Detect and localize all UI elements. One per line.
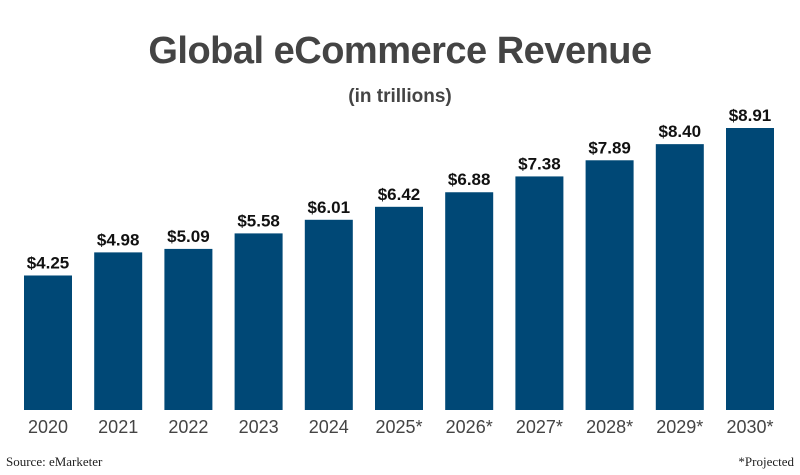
- bar-2025*: [375, 206, 423, 410]
- chart-subtitle: (in trillions): [348, 86, 452, 107]
- projected-note: *Projected: [738, 454, 794, 469]
- data-label: $7.89: [588, 138, 631, 157]
- bar-2029*: [655, 144, 704, 410]
- data-label: $8.91: [729, 106, 772, 125]
- bar-2026*: [445, 192, 494, 410]
- bar-2030*: [726, 128, 774, 410]
- bar-2023: [234, 233, 283, 410]
- data-label: $7.38: [518, 154, 561, 173]
- data-label: $4.25: [27, 253, 70, 272]
- data-label: $5.09: [167, 227, 210, 246]
- data-label: $6.88: [448, 170, 491, 189]
- x-tick-label: 2030*: [726, 417, 773, 437]
- x-tick-label: 2023: [239, 417, 279, 437]
- data-label: $6.42: [378, 185, 421, 204]
- chart-title: Global eCommerce Revenue: [148, 30, 652, 72]
- bar-2022: [164, 248, 213, 410]
- x-tick-label: 2028*: [586, 417, 633, 437]
- bar-2020: [24, 275, 72, 410]
- bar-2027*: [515, 176, 564, 410]
- x-tick-label: 2022: [168, 417, 208, 437]
- x-tick-label: 2020: [28, 417, 68, 437]
- x-tick-label: 2021: [98, 417, 138, 437]
- data-label: $4.98: [97, 230, 140, 249]
- x-tick-label: 2026*: [446, 417, 493, 437]
- data-label: $6.01: [308, 198, 351, 217]
- bar-2024: [304, 219, 353, 410]
- source-note: Source: eMarketer: [6, 454, 103, 469]
- x-tick-label: 2027*: [516, 417, 563, 437]
- data-label: $5.58: [237, 211, 280, 230]
- x-tick-label: 2029*: [656, 417, 703, 437]
- bar-2021: [94, 252, 143, 410]
- bar-2028*: [585, 160, 634, 410]
- x-tick-label: 2024: [309, 417, 349, 437]
- x-tick-label: 2025*: [375, 417, 422, 437]
- data-label: $8.40: [659, 122, 702, 141]
